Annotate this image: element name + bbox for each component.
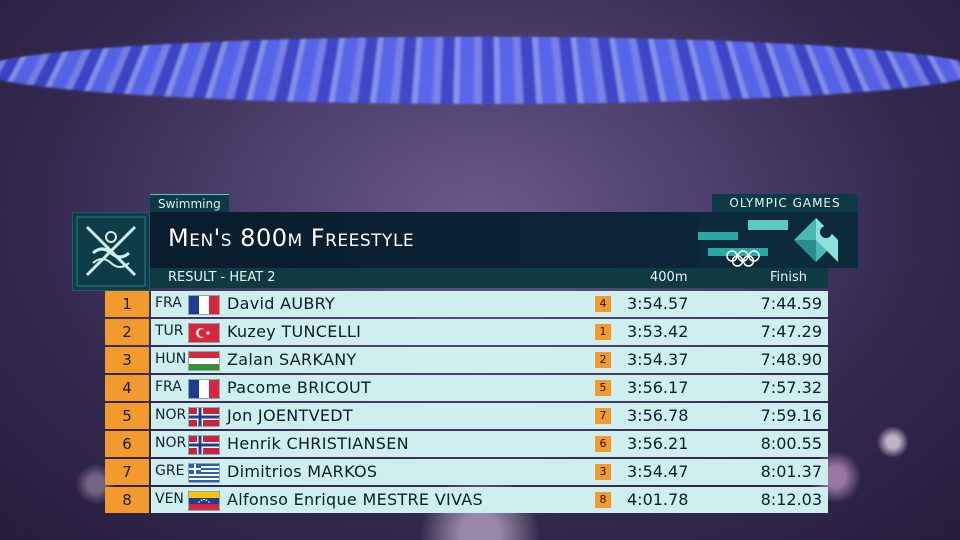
table-row: 7 GRE Dimitrios MARKOS 3 3:54.47 8:01.37 (105, 459, 828, 485)
norway-flag-icon (188, 407, 220, 427)
athlete-name: Kuzey TUNCELLI (227, 322, 361, 341)
athlete-cell: FRA Pacome BRICOUT 5 3:56.17 7:57.32 (151, 375, 828, 401)
split-time: 3:54.47 (627, 462, 688, 481)
athlete-name: David AUBRY (227, 294, 335, 313)
noc-code: TUR (155, 323, 184, 339)
noc-code: GRE (155, 463, 184, 479)
split-rank-badge: 3 (595, 464, 611, 480)
athlete-cell: HUN Zalan SARKANY 2 3:54.37 7:48.90 (151, 347, 828, 373)
greece-flag-icon (188, 463, 220, 483)
rank-badge: 6 (105, 431, 149, 457)
athlete-name: Jon JOENTVEDT (227, 406, 353, 425)
split-time: 3:54.37 (627, 350, 688, 369)
results-subheader: RESULT - HEAT 2 400m Finish (150, 268, 828, 288)
athlete-name: Alfonso Enrique MESTRE VIVAS (227, 490, 483, 509)
athlete-cell: GRE Dimitrios MARKOS 3 3:54.47 8:01.37 (151, 459, 828, 485)
split-rank-badge: 2 (595, 352, 611, 368)
finish-time: 7:44.59 (761, 294, 822, 313)
table-row: 1 FRA David AUBRY 4 3:54.57 7:44.59 (105, 291, 828, 317)
rank-badge: 1 (105, 291, 149, 317)
table-row: 4 FRA Pacome BRICOUT 5 3:56.17 7:57.32 (105, 375, 828, 401)
athlete-name: Pacome BRICOUT (227, 378, 371, 397)
split-column-header: 400m (650, 270, 687, 285)
athlete-name: Zalan SARKANY (227, 350, 357, 369)
table-row: 3 HUN Zalan SARKANY 2 3:54.37 7:48.90 (105, 347, 828, 373)
hungary-flag-icon (188, 351, 220, 371)
athlete-cell: FRA David AUBRY 4 3:54.57 7:44.59 (151, 291, 828, 317)
rank-badge: 4 (105, 375, 149, 401)
event-title: Men's 800m Freestyle (168, 224, 414, 252)
result-heat-label: RESULT - HEAT 2 (168, 270, 276, 285)
athlete-cell: VEN Alfonso Enrique MESTRE VIVAS 8 4:01.… (151, 487, 828, 513)
olympic-games-tag: OLYMPIC GAMES (712, 194, 858, 212)
table-row: 2 TUR Kuzey TUNCELLI 1 3:53.42 7:47.29 (105, 319, 828, 345)
split-time: 4:01.78 (627, 490, 688, 509)
athlete-cell: NOR Henrik CHRISTIANSEN 6 3:56.21 8:00.5… (151, 431, 828, 457)
rank-badge: 8 (105, 487, 149, 513)
noc-code: VEN (155, 491, 184, 507)
rank-badge: 3 (105, 347, 149, 373)
norway-flag-icon (188, 435, 220, 455)
rank-badge: 7 (105, 459, 149, 485)
table-row: 5 NOR Jon JOENTVEDT 7 3:56.78 7:59.16 (105, 403, 828, 429)
rank-badge: 2 (105, 319, 149, 345)
finish-time: 7:47.29 (761, 322, 822, 341)
swimming-pictogram-icon (72, 212, 150, 291)
noc-code: FRA (155, 379, 182, 395)
athlete-name: Dimitrios MARKOS (227, 462, 377, 481)
finish-column-header: Finish (770, 270, 807, 285)
finish-time: 7:57.32 (761, 378, 822, 397)
france-flag-icon (188, 379, 220, 399)
olympic-graphic-icon (698, 212, 858, 268)
finish-time: 7:48.90 (761, 350, 822, 369)
noc-code: NOR (155, 435, 186, 451)
split-rank-badge: 5 (595, 380, 611, 396)
france-flag-icon (188, 295, 220, 315)
split-time: 3:54.57 (627, 294, 688, 313)
finish-time: 8:12.03 (761, 490, 822, 509)
table-row: 6 NOR Henrik CHRISTIANSEN 6 3:56.21 8:00… (105, 431, 828, 457)
split-rank-badge: 7 (595, 408, 611, 424)
noc-code: NOR (155, 407, 186, 423)
split-rank-badge: 1 (595, 324, 611, 340)
finish-time: 7:59.16 (761, 406, 822, 425)
finish-time: 8:00.55 (761, 434, 822, 453)
sport-tag: Swimming (150, 194, 229, 213)
venezuela-flag-icon (188, 491, 220, 511)
turkey-flag-icon (188, 323, 220, 343)
split-rank-badge: 8 (595, 492, 611, 508)
athlete-cell: NOR Jon JOENTVEDT 7 3:56.78 7:59.16 (151, 403, 828, 429)
results-table: 1 FRA David AUBRY 4 3:54.57 7:44.59 2 TU… (105, 291, 828, 515)
finish-time: 8:01.37 (761, 462, 822, 481)
split-rank-badge: 4 (595, 296, 611, 312)
noc-code: FRA (155, 295, 182, 311)
split-time: 3:56.21 (627, 434, 688, 453)
athlete-cell: TUR Kuzey TUNCELLI 1 3:53.42 7:47.29 (151, 319, 828, 345)
split-time: 3:53.42 (627, 322, 688, 341)
noc-code: HUN (155, 351, 186, 367)
event-title-bar: Men's 800m Freestyle (150, 212, 858, 268)
split-time: 3:56.78 (627, 406, 688, 425)
rank-badge: 5 (105, 403, 149, 429)
table-row: 8 VEN Alfonso Enrique MESTRE VIVAS 8 4:0… (105, 487, 828, 513)
split-rank-badge: 6 (595, 436, 611, 452)
split-time: 3:56.17 (627, 378, 688, 397)
lane-rope (0, 37, 960, 104)
athlete-name: Henrik CHRISTIANSEN (227, 434, 409, 453)
